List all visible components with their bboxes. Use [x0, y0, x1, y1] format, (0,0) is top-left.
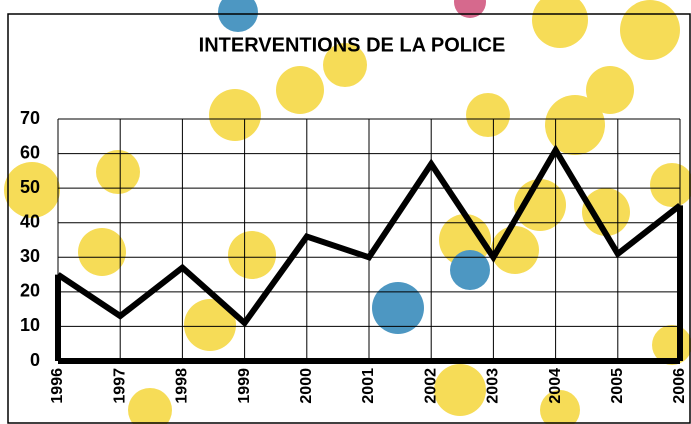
confetti-background: [4, 0, 691, 424]
chart-border: [7, 13, 691, 424]
x-tick-label: 2000: [298, 368, 315, 404]
y-tick-label: 40: [20, 211, 40, 231]
x-tick-label: 1996: [49, 368, 66, 404]
data-line: [56, 144, 682, 328]
y-tick-label: 0: [30, 350, 40, 370]
chart-title: INTERVENTIONS DE LA POLICE: [199, 34, 506, 56]
x-tick-label: 2006: [671, 368, 688, 404]
y-tick-label: 20: [20, 281, 40, 301]
y-tick-label: 70: [20, 108, 40, 128]
x-tick-label: 1997: [111, 368, 128, 404]
y-tick-label: 60: [20, 142, 40, 162]
x-tick-label: 1998: [174, 368, 191, 404]
x-tick-label: 2005: [609, 368, 626, 404]
x-tick-label: 2004: [547, 368, 564, 404]
x-tick-label: 1999: [236, 368, 253, 404]
x-tick-label: 2002: [422, 368, 439, 404]
y-tick-label: 30: [20, 246, 40, 266]
x-tick-label: 2001: [360, 368, 377, 404]
x-tick-label: 2003: [485, 368, 502, 404]
y-tick-label: 50: [20, 177, 40, 197]
y-tick-label: 10: [20, 315, 40, 335]
